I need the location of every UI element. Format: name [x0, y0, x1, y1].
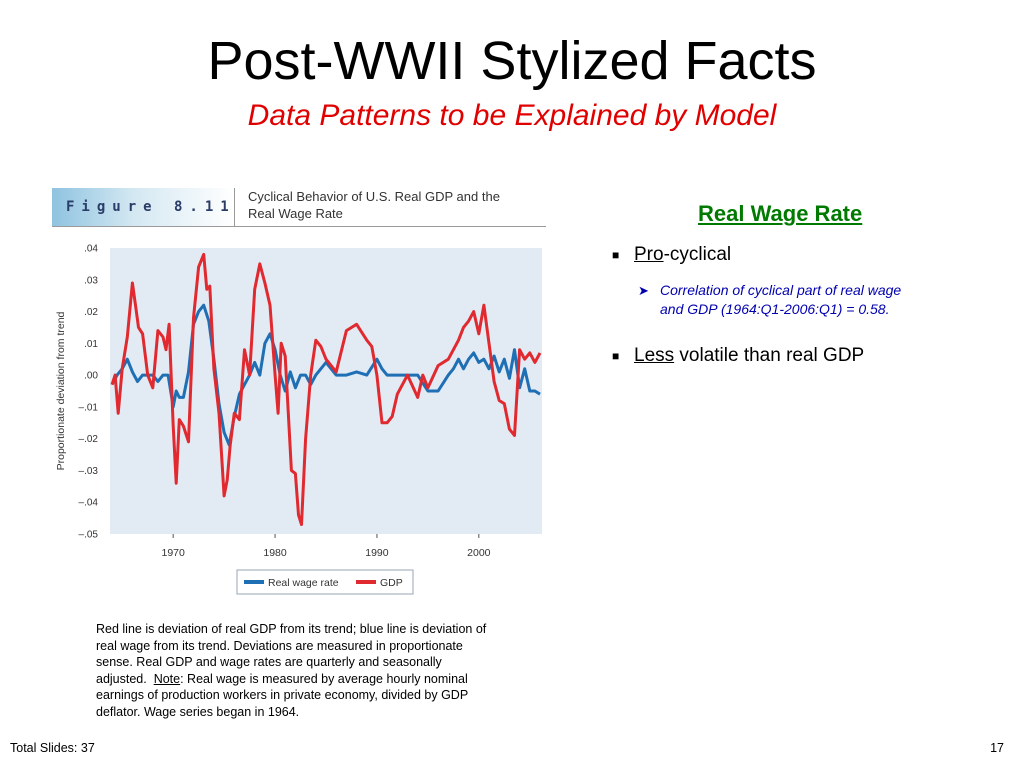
y-tick-labels: .04 .03 .02 .01 .00 –.01 –.02 –.03 –.04 –.05 [79, 244, 99, 541]
caption-line-6: deflator. Wage series began in 1964. [96, 704, 300, 719]
figure-header-rule [52, 226, 546, 227]
x-tick-labels: 1970 1980 1990 2000 [161, 534, 491, 559]
figure-title: Cyclical Behavior of U.S. Real GDP and t… [248, 188, 538, 222]
y-tick-label: –.02 [79, 434, 99, 445]
caption-line-1: Red line is deviation of real GDP from i… [96, 622, 487, 636]
sub-bullet-line-2: and GDP (1964:Q1-2006:Q1) = 0.58. [660, 301, 890, 317]
caption-line-4-start: adjusted. [96, 671, 154, 686]
y-tick-label: .01 [84, 339, 98, 350]
figure-title-line-2: Real Wage Rate [248, 206, 343, 221]
y-tick-label: –.04 [79, 498, 99, 509]
slide-title: Post-WWII Stylized Facts [207, 31, 817, 91]
y-tick-label: .04 [84, 244, 98, 255]
square-bullet-icon: ■ [612, 349, 620, 363]
caption-line-3: sense. Real GDP and wage rates are quart… [96, 655, 442, 669]
legend-label-wage: Real wage rate [268, 577, 339, 589]
legend-label-gdp: GDP [380, 577, 403, 589]
y-tick-label: –.01 [79, 402, 99, 413]
x-tick-label: 1980 [263, 547, 287, 559]
slide-subtitle: Data Patterns to be Explained by Model [247, 99, 777, 132]
y-tick-label: .00 [84, 371, 98, 382]
bullet-1-underlined: Pro [634, 244, 664, 265]
gdp-line [110, 252, 542, 526]
legend-box [236, 569, 414, 595]
caption-note-label: Note [153, 671, 181, 686]
arrow-bullet-icon: ➤ [638, 283, 649, 298]
x-tick-label: 2000 [467, 547, 491, 559]
caption-line-2: real wage from its trend. Deviations are… [96, 638, 463, 653]
figure-header-divider [234, 188, 235, 226]
right-panel-heading: Real Wage Rate [698, 201, 863, 226]
bullet-2-text: volatile than real GDP [674, 345, 865, 366]
square-bullet-icon: ■ [612, 248, 620, 262]
caption-line-5: earnings of production workers in privat… [96, 688, 469, 702]
total-slides-footer: Total Slides: 37 [10, 741, 95, 755]
page-number: 17 [990, 741, 1004, 755]
y-tick-label: .02 [84, 307, 98, 318]
bullet-2-underlined: Less [634, 345, 675, 366]
figure-label-banner: Figure 8.11 [52, 188, 234, 226]
y-tick-label: –.03 [79, 466, 99, 477]
caption-line-4: adjusted. Note: Real wage is measured by… [96, 671, 546, 688]
bullet-1-text: -cyclical [663, 244, 732, 265]
sub-bullet-line-1: Correlation of cyclical part of real wag… [660, 282, 902, 298]
caption-line-4-end: : Real wage is measured by average hourl… [180, 671, 468, 686]
y-axis-label: Proportionate deviation from trend [55, 311, 67, 470]
figure-title-line-1: Cyclical Behavior of U.S. Real GDP and t… [248, 189, 500, 204]
figure-caption: Red line is deviation of real GDP from i… [96, 621, 546, 720]
cyclical-behavior-chart: Proportionate deviation from trend .04.0… [55, 244, 542, 595]
y-tick-label: .03 [84, 275, 98, 286]
x-tick-label: 1970 [161, 547, 185, 559]
legend: Real wage rate GDP [236, 569, 414, 595]
y-tick-label: –.05 [79, 530, 99, 541]
series-lines [110, 252, 542, 526]
plot-area [110, 248, 542, 534]
figure-label: Figure 8.11 [66, 199, 236, 215]
x-tick-label: 1990 [365, 547, 389, 559]
